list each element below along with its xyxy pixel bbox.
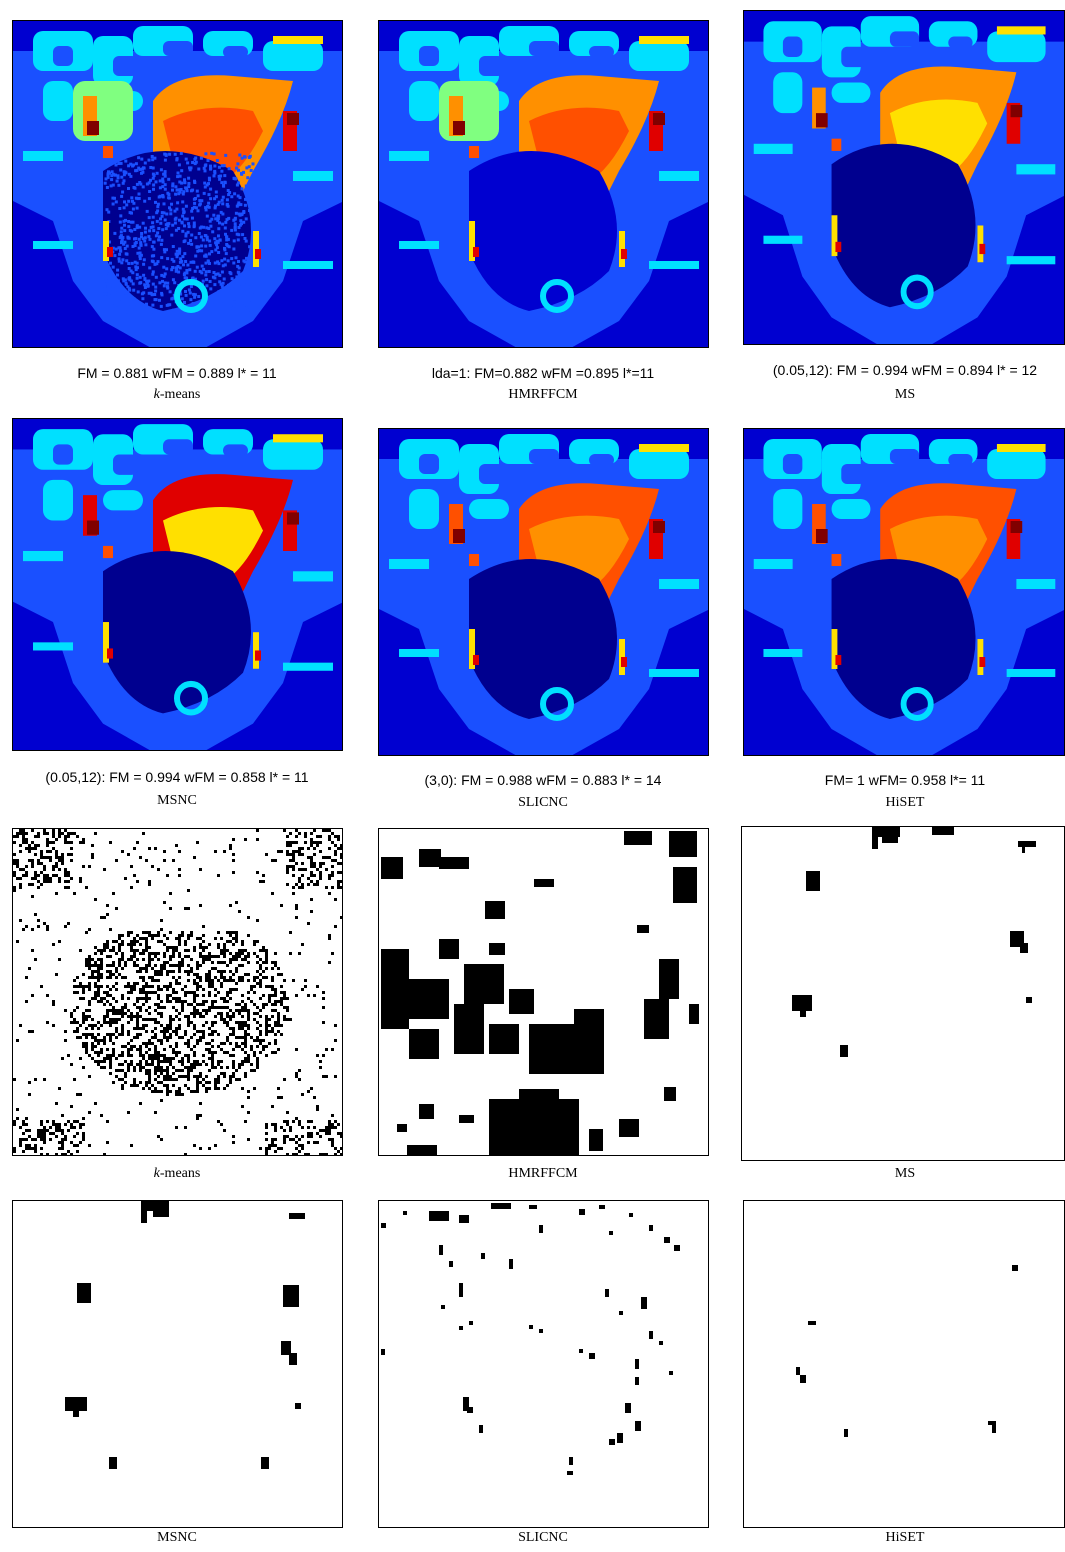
segmentation-image [13, 419, 343, 751]
method-caption: MS [725, 1166, 1065, 1182]
method-caption: HMRFFCM [363, 1166, 723, 1182]
error-map-kmeans [12, 828, 343, 1156]
segmentation-image [744, 429, 1065, 756]
metrics-caption: (0.05,12): FM = 0.994 wFM = 0.858 l* = 1… [0, 769, 357, 785]
method-rest: -means [160, 387, 200, 402]
segmentation-image [379, 429, 709, 756]
error-map-hiset [743, 1200, 1065, 1528]
method-caption: k-means [0, 1166, 357, 1182]
method-caption: MSNC [0, 1530, 357, 1546]
error-map-image [379, 1201, 709, 1528]
method-caption: HiSET [725, 1530, 1065, 1546]
seg-panel-kmeans [12, 20, 343, 348]
error-map-ms [741, 826, 1065, 1161]
error-map-msnc [12, 1200, 343, 1528]
seg-panel-slicnc [378, 428, 709, 756]
seg-panel-msnc [12, 418, 343, 751]
error-map-image [742, 827, 1065, 1161]
error-map-image [13, 829, 343, 1156]
method-caption: HMRFFCM [363, 387, 723, 403]
method-rest: -means [160, 1166, 200, 1181]
method-caption: k-means [0, 387, 357, 403]
error-map-image [744, 1201, 1065, 1528]
method-caption: SLICNC [363, 795, 723, 811]
metrics-caption: lda=1: FM=0.882 wFM =0.895 l*=11 [363, 365, 723, 381]
error-map-slicnc [378, 1200, 709, 1528]
seg-panel-hmrffcm [378, 20, 709, 348]
segmentation-image [379, 21, 709, 348]
metrics-caption: (3,0): FM = 0.988 wFM = 0.883 l* = 14 [363, 772, 723, 788]
metrics-caption: FM= 1 wFM= 0.958 l*= 11 [725, 772, 1065, 788]
method-caption: MS [725, 387, 1065, 403]
segmentation-image [744, 11, 1065, 345]
method-caption: SLICNC [363, 1530, 723, 1546]
error-map-image [379, 829, 709, 1156]
method-caption: HiSET [725, 795, 1065, 811]
error-map-hmrffcm [378, 828, 709, 1156]
seg-panel-ms [743, 10, 1065, 345]
segmentation-image [13, 21, 343, 348]
metrics-caption: FM = 0.881 wFM = 0.889 l* = 11 [0, 365, 357, 381]
metrics-caption: (0.05,12): FM = 0.994 wFM = 0.894 l* = 1… [725, 362, 1065, 378]
method-caption: MSNC [0, 793, 357, 809]
error-map-image [13, 1201, 343, 1528]
seg-panel-hiset [743, 428, 1065, 756]
